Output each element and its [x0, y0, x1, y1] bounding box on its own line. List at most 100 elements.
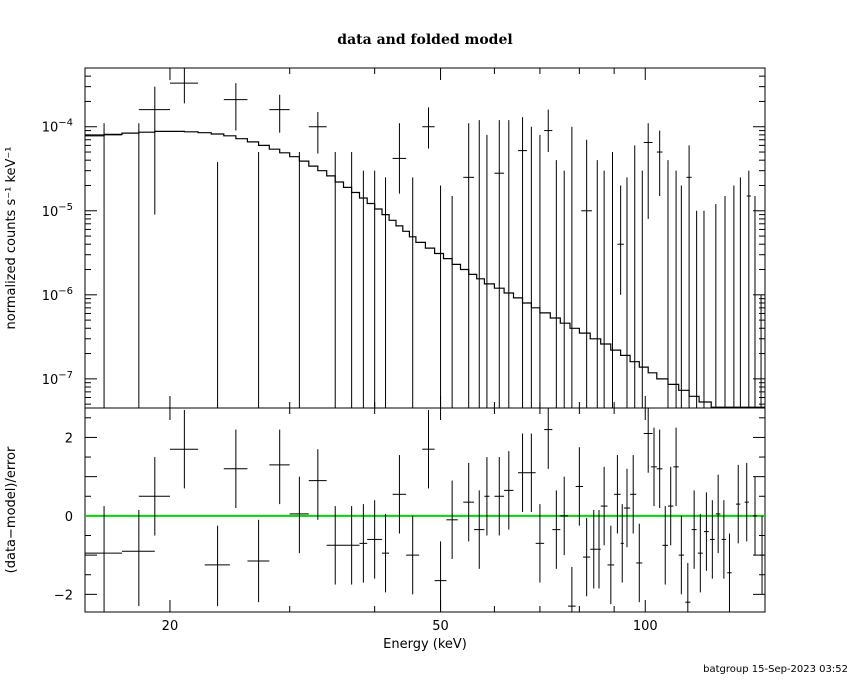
residual-point [289, 476, 309, 554]
residual-point [169, 409, 199, 489]
residual-point [600, 466, 608, 546]
residual-point [568, 566, 576, 612]
data-point [746, 170, 751, 408]
residual-point [223, 429, 248, 509]
residual-layer [85, 408, 765, 612]
residual-point [526, 433, 536, 512]
model-step-line [85, 130, 765, 408]
y-tick-label: 10−7 [42, 370, 73, 388]
residual-point [121, 510, 155, 607]
data-point [169, 68, 199, 104]
data-layer [85, 68, 762, 408]
residual-point [583, 517, 591, 597]
residual-point [752, 476, 758, 556]
residual-point [343, 506, 360, 585]
residual-point [607, 525, 615, 605]
residual-point [691, 490, 697, 569]
residual-point [138, 457, 170, 536]
residual-point [247, 519, 270, 603]
x-tick-label: 50 [432, 619, 449, 634]
residual-point [494, 457, 505, 536]
residual-point [308, 449, 327, 520]
residual-point [721, 500, 727, 579]
residual-point [630, 455, 637, 534]
data-point [581, 139, 593, 408]
residual-point [590, 510, 598, 589]
residual-point [422, 409, 435, 489]
residual-point [560, 476, 569, 556]
residual-point [575, 447, 584, 526]
footer-stamp: batgroup 15-Sep-2023 03:52 [703, 664, 848, 675]
residual-point [392, 455, 407, 534]
residual-point [744, 462, 749, 542]
residual-point [667, 466, 674, 546]
residual-point [474, 490, 485, 569]
residual-point [518, 433, 527, 512]
residual-point [643, 408, 653, 473]
residual-point [552, 490, 561, 569]
residual-point [678, 515, 684, 595]
data-point [308, 111, 327, 154]
model-layer [85, 130, 765, 408]
residual-point [544, 408, 553, 469]
residual-point [434, 541, 447, 612]
bottom-panel-frame [84, 407, 766, 613]
x-tick-label: 20 [162, 619, 179, 634]
data-point [269, 94, 290, 133]
data-point [494, 120, 505, 408]
residual-point [673, 427, 679, 507]
data-point [544, 109, 553, 153]
residual-point [367, 500, 382, 579]
data-point [686, 145, 692, 408]
y-tick-label: 2 [65, 431, 73, 446]
residual-point [326, 506, 344, 585]
residual-point [662, 506, 668, 585]
residual-point [651, 427, 657, 507]
residual-point [484, 457, 490, 536]
residual-point [620, 504, 624, 583]
data-point [643, 123, 653, 219]
y-tick-label: 10−4 [42, 118, 73, 136]
residual-point [727, 533, 732, 612]
data-point [85, 123, 122, 408]
bottom-y-axis-label: (data−model)/error [4, 446, 19, 573]
residual-point [614, 455, 621, 534]
residual-point [359, 504, 368, 583]
bottom-panel-ticks: 20−220 50 100 [54, 408, 765, 634]
residual-point [715, 474, 721, 554]
x-axis-label: Energy (keV) [383, 637, 467, 652]
x-tick-label: 100 [633, 619, 658, 634]
chart-title: data and folded model [337, 32, 512, 48]
y-tick-label: 10−6 [42, 286, 73, 304]
data-point [223, 83, 248, 131]
top-panel-ticks: 10−4 10−5 10−6 10−7 [42, 67, 765, 408]
residual-point [504, 451, 514, 530]
residual-point [406, 515, 420, 595]
data-point [656, 130, 663, 196]
residual-point [381, 513, 390, 593]
residual-point [697, 513, 703, 593]
residual-point [204, 525, 230, 607]
data-point [463, 123, 475, 408]
residual-point [623, 468, 631, 548]
data-point [422, 107, 435, 149]
residual-point [85, 506, 122, 612]
residual-point [535, 504, 545, 583]
y-tick-label: 0 [65, 510, 73, 525]
residual-point [685, 562, 691, 612]
residual-point [709, 500, 715, 579]
residual-point [703, 492, 709, 571]
data-point [138, 86, 170, 215]
residual-point [736, 464, 741, 544]
data-point [518, 117, 527, 408]
top-y-axis-label: normalized counts s⁻¹ keV⁻¹ [4, 147, 19, 330]
residual-point [269, 429, 290, 505]
residual-point [636, 523, 643, 603]
data-point [392, 123, 407, 194]
residual-point [446, 480, 458, 560]
y-tick-label: 10−5 [42, 202, 73, 220]
residual-point [597, 510, 601, 589]
residual-point [656, 429, 663, 509]
residual-point [463, 462, 475, 542]
